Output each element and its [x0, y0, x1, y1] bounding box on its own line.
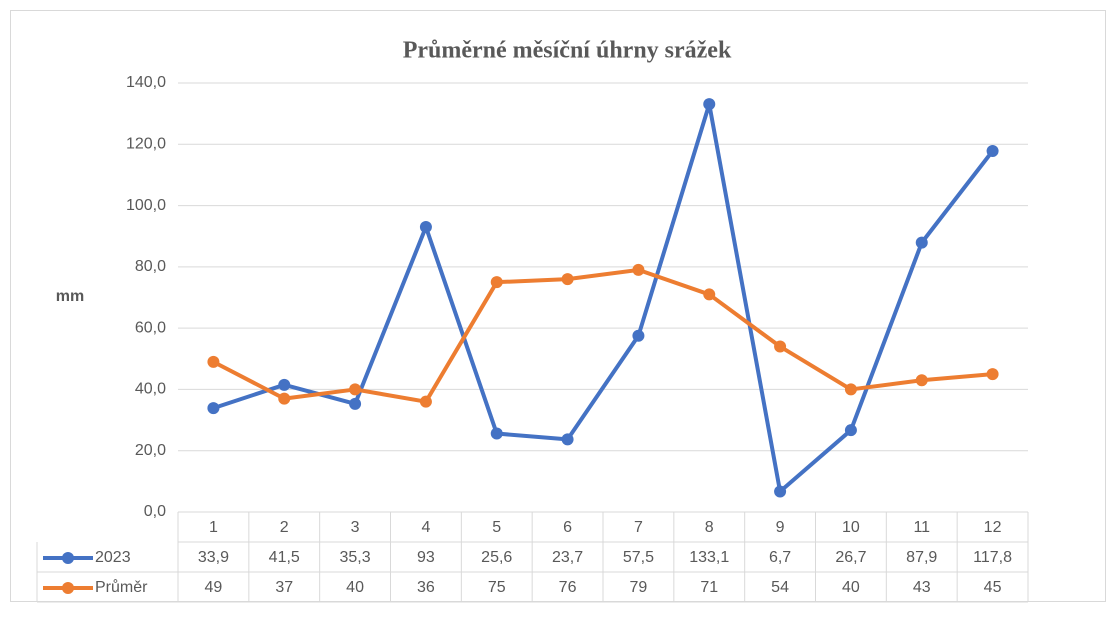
- legend-key-marker: [62, 582, 74, 594]
- x-tick-label: 1: [209, 519, 218, 536]
- x-tick-label: 10: [842, 519, 860, 536]
- marker: [419, 221, 432, 234]
- series-line: [212, 267, 993, 404]
- marker: [774, 485, 787, 498]
- chart-title: Průměrné měsíční úhrny srážek: [403, 38, 732, 64]
- marker: [349, 383, 362, 396]
- data-table-value: 23,7: [552, 549, 583, 566]
- marker: [844, 383, 857, 396]
- data-table-value: 57,5: [623, 549, 654, 566]
- y-tick-label: 120,0: [126, 136, 166, 153]
- data-table-value: 40: [842, 579, 860, 596]
- x-tick-label: 5: [492, 519, 501, 536]
- y-tick-label: 0,0: [144, 503, 166, 520]
- marker: [419, 395, 432, 408]
- data-table-value: 26,7: [835, 549, 866, 566]
- marker: [561, 273, 574, 286]
- data-table-value: 25,6: [481, 549, 512, 566]
- legend-key-marker: [62, 552, 74, 564]
- marker: [278, 378, 291, 391]
- data-table-value: 117,8: [973, 549, 1012, 566]
- marker: [703, 98, 716, 111]
- y-tick-label: 140,0: [126, 74, 166, 91]
- data-table-value: 71: [700, 579, 718, 596]
- data-table-value: 79: [630, 579, 648, 596]
- x-tick-label: 9: [776, 519, 785, 536]
- data-table-value: 36: [417, 579, 435, 596]
- marker: [915, 374, 928, 387]
- marker: [632, 329, 645, 342]
- marker: [986, 368, 999, 381]
- marker: [278, 392, 291, 405]
- data-table-value: 43: [913, 579, 931, 596]
- marker: [986, 145, 999, 158]
- marker: [349, 397, 362, 410]
- chart-border: [10, 10, 1106, 602]
- marker: [915, 236, 928, 249]
- data-table-value: 35,3: [340, 549, 371, 566]
- data-table-value: 45: [984, 579, 1002, 596]
- data-table-value: 40: [346, 579, 364, 596]
- y-tick-label: 100,0: [126, 197, 166, 214]
- x-tick-label: 7: [634, 519, 643, 536]
- series-line: [212, 102, 995, 494]
- data-table-value: 87,9: [906, 549, 937, 566]
- data-table-value: 33,9: [198, 549, 229, 566]
- data-table-value: 93: [417, 549, 435, 566]
- y-tick-label: 60,0: [135, 319, 166, 336]
- data-table-value: 54: [771, 579, 789, 596]
- data-table-value: 37: [275, 579, 293, 596]
- marker: [561, 433, 574, 446]
- x-tick-label: 2: [280, 519, 289, 536]
- y-tick-label: 80,0: [135, 258, 166, 275]
- legend-label: 2023: [95, 549, 131, 566]
- marker: [207, 402, 220, 415]
- x-tick-label: 3: [351, 519, 360, 536]
- x-tick-label: 6: [563, 519, 572, 536]
- y-tick-label: 20,0: [135, 442, 166, 459]
- x-tick-label: 4: [421, 519, 430, 536]
- data-table-value: 133,1: [689, 549, 729, 566]
- marker: [490, 427, 503, 440]
- y-tick-label: 40,0: [135, 381, 166, 398]
- marker: [632, 263, 645, 276]
- x-tick-label: 8: [705, 519, 714, 536]
- data-table-value: 6,7: [769, 549, 791, 566]
- marker: [207, 355, 220, 368]
- marker: [703, 288, 716, 301]
- marker: [490, 276, 503, 289]
- data-table-value: 49: [205, 579, 223, 596]
- data-table-value: 75: [488, 579, 506, 596]
- x-tick-label: 12: [984, 519, 1002, 536]
- data-table-value: 76: [559, 579, 577, 596]
- legend-label: Průměr: [95, 578, 148, 596]
- marker: [774, 340, 787, 353]
- data-table-value: 41,5: [269, 549, 300, 566]
- marker: [844, 424, 857, 437]
- x-tick-label: 11: [913, 519, 930, 536]
- y-axis-label: mm: [56, 288, 84, 305]
